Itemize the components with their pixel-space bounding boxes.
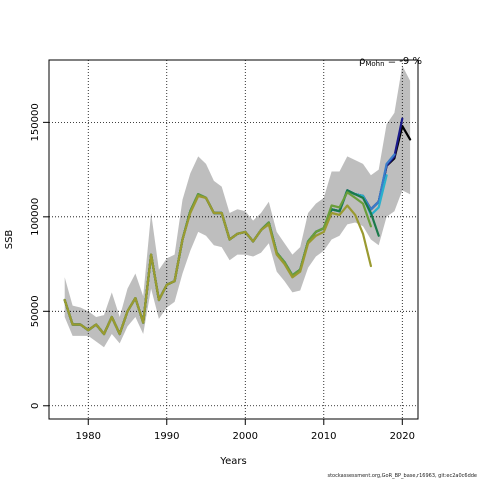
series-line-6 — [63, 194, 372, 336]
footer-credit: stockassessment.org,GoR_BP_base,r16963, … — [327, 473, 477, 479]
y-axis-title: SSB — [4, 230, 15, 250]
x-tick-label: 2000 — [233, 431, 258, 442]
confidence-band — [64, 65, 411, 348]
mohn-rho-subscript: Mohn — [365, 60, 384, 68]
plot-frame — [48, 59, 419, 420]
mohn-rho-value: = -9 % — [385, 56, 422, 67]
x-tick-label: 2020 — [390, 431, 415, 442]
mohn-rho-symbol: ρ — [359, 56, 365, 67]
y-axis: 0 50000 100000 150000 — [30, 103, 49, 409]
x-axis-title: Years — [219, 456, 246, 467]
mohn-rho-annotation: ρMohn = -9 % — [359, 56, 422, 68]
y-tick-label: 100000 — [30, 198, 41, 236]
confidence-band-layer — [64, 65, 411, 348]
y-tick-label: 150000 — [30, 103, 41, 141]
y-tick-label: 50000 — [30, 295, 41, 327]
series-layer — [63, 117, 412, 336]
x-axis: 1980 1990 2000 2010 2020 — [76, 419, 415, 442]
x-tick-label: 1980 — [76, 431, 101, 442]
y-tick-label: 0 — [30, 403, 41, 409]
x-tick-label: 2010 — [311, 431, 336, 442]
x-tick-label: 1990 — [154, 431, 179, 442]
